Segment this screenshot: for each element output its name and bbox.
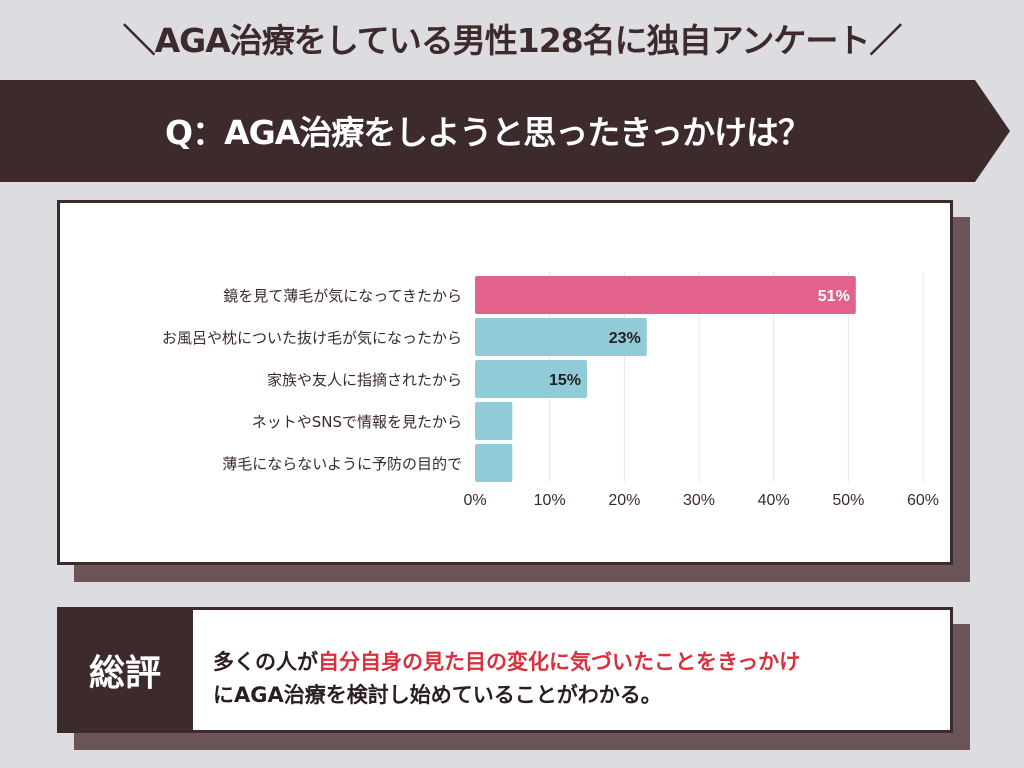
- summary-box: 多くの人が自分自身の見た目の変化に気づいたことをきっかけ にAGA治療を検討し始…: [193, 607, 953, 733]
- survey-title: ＼AGA治療をしている男性128名に独自アンケート／: [122, 21, 903, 60]
- summary-highlight: 自分自身の見た目の変化に気づいたことをきっかけ: [318, 650, 801, 674]
- question-banner: Q：AGA治療をしようと思ったきっかけは？: [0, 80, 1010, 182]
- category-label: お風呂や枕についた抜け毛が気になったから: [162, 329, 462, 347]
- value-label: 51%: [818, 288, 850, 305]
- category-label: ネットやSNSで情報を見たから: [252, 413, 462, 431]
- category-label: 家族や友人に指摘されたから: [267, 371, 462, 389]
- bar-chart: 0% 10% 20% 30% 40% 50% 60% 鏡を見て薄毛が気になってきたから 51% お…: [162, 272, 939, 509]
- x-tick-label: 50%: [832, 492, 864, 509]
- bar: [475, 276, 856, 314]
- bar: [475, 402, 513, 440]
- bar: [475, 360, 587, 398]
- summary-label: 総評: [57, 607, 193, 733]
- bar: [475, 318, 647, 356]
- x-tick-label: 40%: [758, 492, 790, 509]
- question-text: Q：AGA治療をしようと思ったきっかけは？: [165, 113, 811, 152]
- x-tick-label: 30%: [683, 492, 715, 509]
- value-label: 23%: [609, 330, 641, 347]
- category-label: 鏡を見て薄毛が気になってきたから: [223, 287, 462, 305]
- x-tick-label: 0%: [463, 492, 486, 509]
- chart-card: 0% 10% 20% 30% 40% 50% 60% 鏡を見て薄毛が気になってきたから 51% お…: [57, 200, 953, 565]
- value-label: 15%: [549, 372, 581, 389]
- x-tick-label: 10%: [534, 492, 566, 509]
- summary-text-start: 多くの人が: [213, 650, 318, 674]
- bar: [475, 444, 513, 482]
- x-tick-label: 20%: [608, 492, 640, 509]
- x-tick-label: 60%: [907, 492, 939, 509]
- summary-text-end: にAGA治療を検討し始めていることがわかる。: [213, 683, 662, 707]
- category-label: 薄毛にならないように予防の目的で: [222, 455, 462, 473]
